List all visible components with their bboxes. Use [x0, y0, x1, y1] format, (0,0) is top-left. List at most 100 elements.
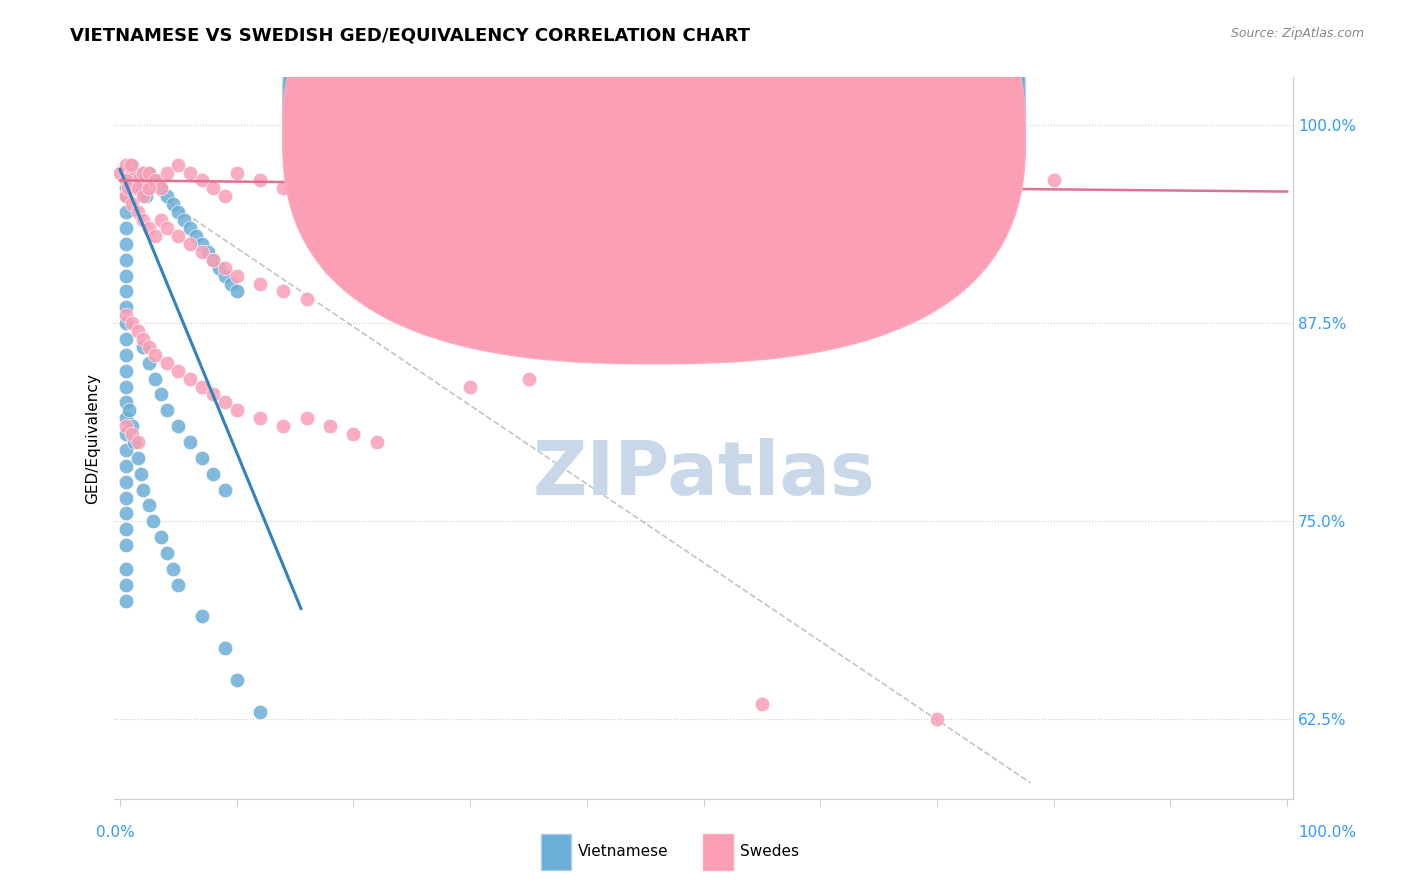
- Point: [149, 387, 172, 401]
- Point: [156, 189, 179, 203]
- Point: [138, 181, 160, 195]
- Point: [692, 165, 714, 179]
- Point: [575, 300, 598, 314]
- Point: [167, 158, 190, 172]
- Point: [115, 577, 138, 591]
- Point: [179, 165, 201, 179]
- Text: R = -0.332   N =  78: R = -0.332 N = 78: [683, 92, 852, 111]
- Point: [214, 260, 236, 275]
- Point: [202, 252, 225, 267]
- Point: [115, 189, 138, 203]
- Point: [132, 165, 155, 179]
- Point: [138, 165, 160, 179]
- Point: [120, 158, 142, 172]
- Point: [132, 165, 155, 179]
- Bar: [541, 834, 571, 870]
- Point: [121, 197, 143, 211]
- Point: [127, 181, 149, 195]
- Point: [115, 442, 138, 457]
- Point: [122, 435, 145, 450]
- Point: [115, 395, 138, 409]
- Point: [138, 221, 160, 235]
- Point: [162, 197, 184, 211]
- Point: [219, 277, 242, 291]
- Point: [273, 285, 295, 299]
- Point: [115, 165, 138, 179]
- Point: [808, 165, 831, 179]
- Point: [190, 236, 212, 251]
- Point: [167, 205, 190, 219]
- Point: [115, 538, 138, 552]
- Point: [115, 507, 138, 521]
- Point: [127, 173, 149, 187]
- Point: [190, 244, 212, 259]
- Point: [179, 221, 201, 235]
- Point: [118, 165, 141, 179]
- Point: [115, 491, 138, 505]
- Point: [121, 419, 143, 434]
- Point: [115, 189, 138, 203]
- Point: [273, 181, 295, 195]
- Point: [115, 308, 138, 322]
- Point: [138, 499, 160, 513]
- Point: [115, 562, 138, 576]
- Point: [149, 181, 172, 195]
- Point: [225, 165, 247, 179]
- Point: [115, 285, 138, 299]
- Text: 100.0%: 100.0%: [1299, 825, 1357, 840]
- Point: [121, 165, 143, 179]
- Point: [115, 419, 138, 434]
- Point: [122, 181, 145, 195]
- Point: [925, 165, 948, 179]
- Point: [342, 427, 364, 442]
- Point: [173, 213, 195, 227]
- Point: [156, 221, 179, 235]
- Point: [115, 236, 138, 251]
- Point: [121, 158, 143, 172]
- Point: [458, 173, 481, 187]
- Point: [143, 173, 166, 187]
- Point: [135, 189, 157, 203]
- Text: Source: ZipAtlas.com: Source: ZipAtlas.com: [1230, 27, 1364, 40]
- Point: [214, 641, 236, 656]
- Point: [138, 340, 160, 354]
- Point: [249, 411, 271, 425]
- Point: [115, 173, 138, 187]
- Text: ZIPatlas: ZIPatlas: [533, 438, 875, 510]
- Point: [184, 229, 207, 244]
- Point: [132, 332, 155, 346]
- Y-axis label: GED/Equivalency: GED/Equivalency: [86, 373, 100, 503]
- Point: [115, 181, 138, 195]
- Point: [132, 483, 155, 497]
- Point: [517, 371, 540, 385]
- Point: [214, 483, 236, 497]
- Point: [295, 293, 318, 307]
- Point: [458, 379, 481, 393]
- Point: [366, 173, 388, 187]
- Point: [214, 268, 236, 283]
- Point: [118, 403, 141, 417]
- Point: [214, 395, 236, 409]
- Point: [167, 364, 190, 378]
- Point: [129, 181, 152, 195]
- Point: [190, 379, 212, 393]
- Point: [389, 181, 412, 195]
- Point: [143, 173, 166, 187]
- Point: [214, 189, 236, 203]
- Point: [401, 285, 423, 299]
- Point: [225, 403, 247, 417]
- Point: [149, 213, 172, 227]
- Point: [117, 181, 139, 195]
- Point: [436, 268, 458, 283]
- Text: Swedes: Swedes: [740, 845, 799, 859]
- Point: [156, 546, 179, 560]
- FancyBboxPatch shape: [283, 0, 1025, 330]
- Point: [115, 593, 138, 607]
- Point: [295, 411, 318, 425]
- Point: [132, 189, 155, 203]
- Point: [319, 260, 342, 275]
- Point: [319, 419, 342, 434]
- Point: [575, 181, 598, 195]
- Point: [127, 173, 149, 187]
- Point: [115, 348, 138, 362]
